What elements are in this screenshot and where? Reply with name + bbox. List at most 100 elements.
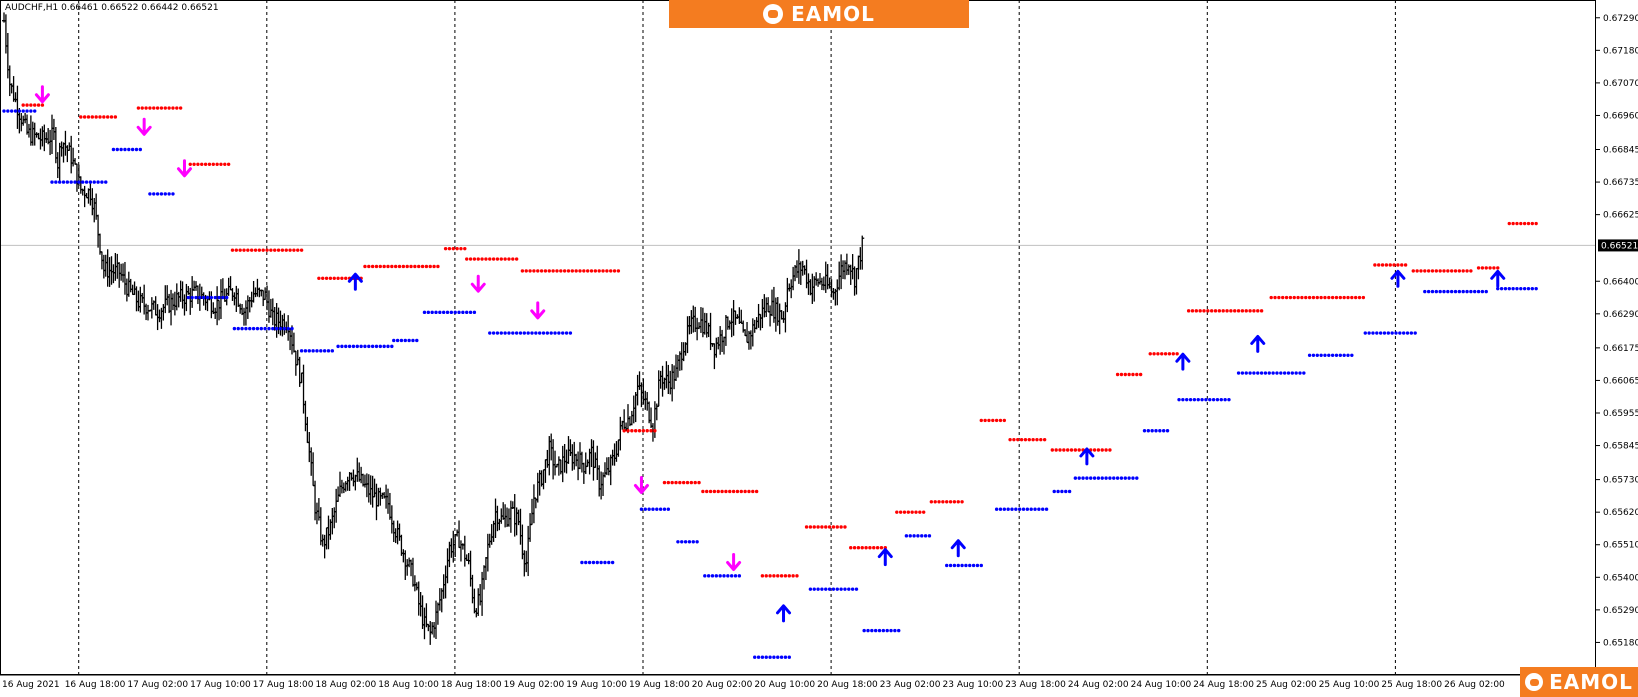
support-dot (808, 587, 813, 591)
support-dot (1127, 476, 1131, 480)
resistance-dot (1175, 352, 1179, 356)
resistance-dot (597, 269, 601, 273)
y-axis: 0.67290 0.67180 0.67070 0.66960 0.66845 0.667… (1596, 14, 1638, 648)
resistance-dot (1392, 263, 1396, 267)
resistance-dot (269, 248, 273, 252)
support-dot (1496, 286, 1500, 291)
support-dot (1236, 371, 1241, 375)
support-dot (61, 180, 66, 184)
resistance-dot (724, 489, 728, 494)
resistance-dot (637, 429, 642, 433)
resistance-dot (374, 264, 379, 269)
support-dot (545, 331, 550, 335)
support-dot (221, 295, 225, 300)
support-dot (703, 574, 707, 578)
resistance-dot (171, 106, 175, 110)
support-dot (201, 295, 206, 300)
resistance-dot (203, 162, 208, 167)
support-dot (163, 192, 167, 196)
resistance-dot (178, 106, 183, 110)
resistance-dot (1019, 437, 1024, 442)
resistance-dot (1515, 221, 1519, 226)
support-dot (927, 534, 932, 538)
support-dot (395, 338, 400, 343)
resistance-dot (420, 264, 425, 269)
resistance-dot (465, 257, 469, 261)
support-dot (643, 507, 647, 511)
support-dot (1426, 289, 1431, 294)
support-dot (1056, 489, 1060, 494)
support-dot (733, 574, 738, 578)
support-dot (1378, 331, 1383, 335)
support-dot (514, 331, 519, 335)
support-dot (322, 349, 327, 353)
resistance-dot (820, 525, 824, 529)
resistance-dot (585, 269, 590, 273)
resistance-dot (273, 248, 277, 252)
support-dot (217, 295, 221, 300)
support-dot (893, 628, 897, 633)
support-dot (213, 295, 217, 300)
resistance-dot (566, 269, 571, 273)
resistance-dot (532, 269, 536, 273)
resistance-dot (393, 264, 398, 269)
support-dot (1181, 397, 1185, 402)
support-dot (1330, 353, 1335, 357)
support-dot (691, 540, 695, 544)
support-dot (155, 192, 160, 196)
support-dot (877, 628, 882, 633)
support-dot (1089, 476, 1093, 480)
resistance-dot (1069, 448, 1074, 452)
price-bar (860, 235, 865, 270)
support-dot (209, 295, 214, 300)
resistance-dot (701, 489, 705, 494)
support-dot (472, 310, 477, 315)
buy-arrow-icon (1490, 269, 1506, 288)
support-dot (1200, 397, 1204, 402)
support-dot (115, 147, 119, 152)
support-dot (1123, 476, 1127, 480)
support-dot (768, 655, 772, 659)
x-tick-label: 20 Aug 02:00 (692, 680, 753, 690)
resistance-dot (824, 525, 828, 529)
support-dot (422, 310, 427, 315)
resistance-dot (378, 264, 383, 269)
resistance-dot (1446, 269, 1450, 273)
resistance-dot (708, 489, 713, 494)
resistance-dot (1315, 295, 1319, 300)
resistance-dot (1496, 266, 1500, 270)
support-dot (971, 563, 976, 568)
support-dot (407, 338, 411, 343)
resistance-dot (945, 500, 949, 504)
resistance-dot (1373, 263, 1377, 267)
x-tick-label: 19 Aug 10:00 (566, 680, 627, 690)
support-dot (84, 180, 89, 184)
support-dot (530, 331, 534, 335)
support-dot (1154, 429, 1158, 433)
support-dot (167, 192, 171, 196)
resistance-dot (21, 103, 25, 107)
resistance-dot (253, 248, 258, 252)
resistance-dot (332, 276, 336, 280)
support-dot (363, 344, 367, 349)
x-tick-label: 25 Aug 18:00 (1381, 680, 1442, 690)
support-dot (948, 563, 953, 568)
resistance-dot (33, 103, 37, 107)
support-dot (557, 331, 561, 335)
resistance-dot (230, 248, 235, 252)
support-dot (687, 540, 692, 544)
support-dot (1204, 397, 1208, 402)
support-dot (445, 310, 450, 315)
resistance-dot (609, 269, 613, 273)
support-dot (1409, 331, 1414, 335)
resistance-dot (839, 525, 843, 529)
robot-logo-icon (763, 4, 784, 24)
resistance-dot (574, 269, 578, 273)
support-dot (57, 180, 62, 184)
resistance-dot (196, 162, 200, 167)
resistance-dot (390, 264, 394, 269)
resistance-dot (693, 480, 697, 485)
support-dot (461, 310, 465, 315)
resistance-dot (979, 418, 983, 423)
